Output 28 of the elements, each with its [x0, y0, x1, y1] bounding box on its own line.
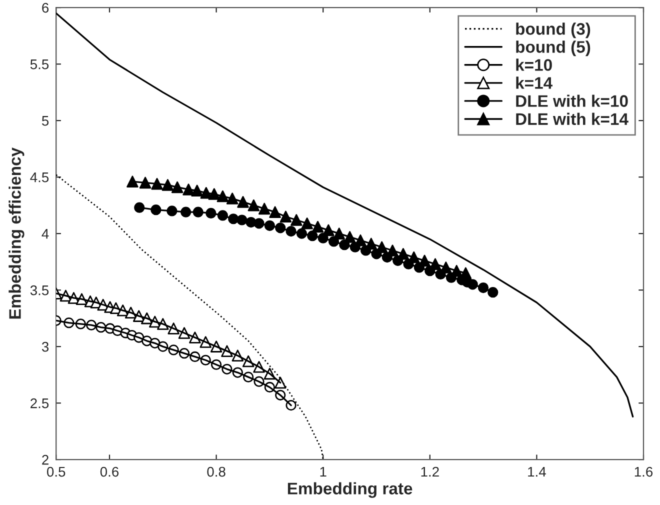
- x-tick-label: 1.4: [528, 467, 546, 477]
- y-tick-label: 5.5: [30, 60, 49, 70]
- line-series: [56, 174, 324, 460]
- y-tick-label: 4: [42, 229, 49, 239]
- legend-label: DLE with k=10: [516, 94, 628, 107]
- y-tick-label: 6: [42, 2, 49, 13]
- x-tick-label: 0.8: [207, 466, 226, 477]
- y-tick-label: 2: [42, 454, 48, 465]
- x-tick-label: 1: [320, 467, 326, 477]
- y-tick-label: 3.5: [30, 285, 49, 296]
- point: [237, 196, 249, 208]
- x-tick-label: 0.5: [46, 466, 66, 477]
- x-axis-title: Embedding rate: [288, 482, 412, 498]
- legend-label: bound (5): [516, 40, 590, 56]
- line-series: [56, 12, 634, 418]
- y-tick-label: 5: [42, 116, 49, 126]
- point: [126, 176, 138, 188]
- y-axis-title: Embedding efficiency: [8, 148, 24, 319]
- x-tick-label: 1.2: [421, 466, 439, 477]
- legend-label: bound (3): [516, 22, 590, 38]
- legend-label: k=10: [516, 58, 552, 71]
- y-tick-label: 4.5: [30, 172, 49, 182]
- x-tick-label: 0.6: [100, 466, 119, 477]
- y-tick-label: 3: [42, 342, 49, 352]
- x-tick-label: 1.6: [634, 466, 653, 477]
- legend-label: k=14: [516, 76, 552, 89]
- y-tick-label: 2.5: [30, 398, 49, 408]
- legend-label: DLE with k=14: [516, 112, 628, 125]
